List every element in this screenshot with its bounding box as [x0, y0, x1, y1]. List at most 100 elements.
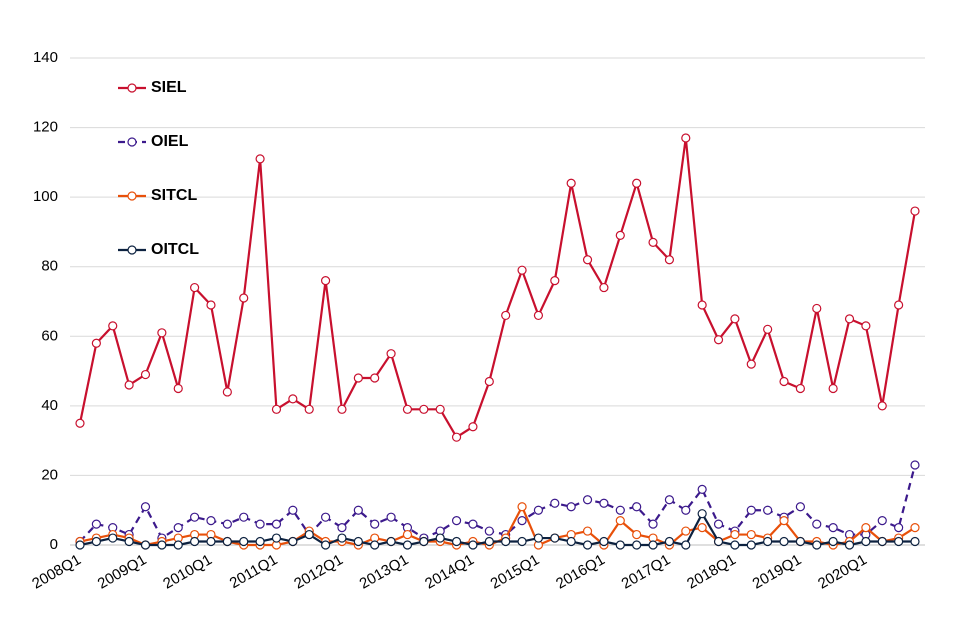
- data-point: [517, 516, 527, 526]
- data-point: [91, 519, 101, 529]
- data-point: [484, 376, 494, 387]
- data-point: [746, 359, 756, 369]
- data-point: [550, 498, 560, 508]
- legend-label: SIEL: [151, 79, 187, 96]
- data-point: [255, 154, 265, 164]
- data-point: [664, 255, 675, 265]
- data-point: [337, 404, 347, 414]
- data-point: [435, 533, 445, 543]
- legend-marker: [127, 191, 137, 201]
- data-point: [779, 536, 789, 547]
- x-tick-label: 2018Q1: [684, 551, 739, 592]
- data-point: [795, 383, 805, 394]
- data-point: [353, 505, 363, 515]
- data-point: [255, 536, 265, 547]
- x-tick-label: 2012Q1: [291, 551, 346, 592]
- data-point: [632, 540, 642, 550]
- data-point: [582, 540, 593, 550]
- data-point: [140, 540, 151, 550]
- data-point: [730, 540, 740, 550]
- data-point: [402, 540, 413, 550]
- data-point: [320, 512, 331, 522]
- data-point: [877, 401, 887, 411]
- data-point: [517, 265, 527, 275]
- data-point: [484, 536, 494, 547]
- x-tick-label: 2010Q1: [160, 551, 215, 592]
- data-point: [533, 310, 544, 321]
- data-point: [779, 516, 789, 526]
- data-point: [861, 536, 871, 547]
- data-point: [304, 529, 314, 540]
- data-point: [468, 422, 478, 432]
- data-point: [190, 282, 200, 293]
- x-tick-label: 2017Q1: [619, 551, 674, 592]
- data-point: [844, 314, 855, 324]
- y-tick-label: 80: [41, 258, 58, 275]
- data-point: [812, 303, 822, 314]
- data-point: [239, 512, 249, 522]
- data-point: [664, 536, 675, 547]
- data-point: [91, 536, 101, 547]
- data-point: [697, 509, 707, 519]
- data-point: [206, 536, 216, 547]
- data-point: [501, 310, 511, 321]
- data-point: [566, 502, 576, 512]
- data-point: [517, 536, 527, 547]
- data-point: [877, 536, 887, 547]
- data-point: [157, 328, 167, 338]
- data-point: [271, 519, 282, 529]
- data-point: [844, 540, 855, 550]
- data-point: [91, 338, 101, 348]
- x-tick-label: 2008Q1: [29, 551, 84, 592]
- data-point: [501, 536, 511, 547]
- data-point: [795, 502, 805, 512]
- data-point: [190, 536, 200, 547]
- data-point: [419, 404, 429, 414]
- data-point: [861, 523, 871, 533]
- x-tick-label: 2011Q1: [227, 551, 281, 592]
- data-point: [615, 505, 625, 515]
- data-point: [386, 512, 396, 522]
- data-point: [206, 516, 216, 526]
- data-point: [271, 404, 282, 414]
- data-point: [271, 533, 282, 543]
- data-point: [75, 540, 85, 550]
- legend-label: OITCL: [151, 241, 199, 258]
- data-point: [713, 519, 724, 529]
- data-point: [648, 540, 658, 550]
- data-point: [632, 502, 642, 512]
- legend-marker: [127, 137, 137, 147]
- y-tick-label: 20: [41, 466, 58, 483]
- data-point: [861, 321, 871, 331]
- series-line: [79, 464, 917, 543]
- data-point: [468, 540, 478, 550]
- x-tick-label: 2014Q1: [422, 551, 477, 592]
- data-point: [337, 533, 347, 543]
- data-point: [533, 533, 544, 543]
- data-point: [910, 523, 920, 533]
- y-tick-label: 40: [41, 397, 58, 414]
- data-point: [566, 178, 576, 188]
- data-point: [206, 300, 216, 310]
- data-point: [779, 376, 789, 387]
- data-point: [681, 526, 691, 536]
- data-point: [288, 505, 298, 515]
- x-tick-label: 2016Q1: [553, 551, 608, 592]
- data-point: [746, 540, 756, 550]
- data-point: [877, 516, 887, 526]
- data-point: [730, 529, 740, 540]
- data-point: [697, 523, 707, 533]
- y-tick-label: 120: [33, 119, 58, 136]
- data-point: [550, 533, 560, 543]
- data-point: [812, 519, 822, 529]
- data-point: [828, 383, 838, 394]
- data-point: [157, 540, 167, 550]
- data-point: [648, 519, 658, 529]
- x-tick-label: 2020Q1: [815, 551, 870, 592]
- data-point: [795, 536, 805, 547]
- data-point: [582, 255, 593, 265]
- data-point: [451, 432, 462, 442]
- data-point: [353, 536, 363, 547]
- data-point: [582, 526, 593, 536]
- data-point: [828, 536, 838, 547]
